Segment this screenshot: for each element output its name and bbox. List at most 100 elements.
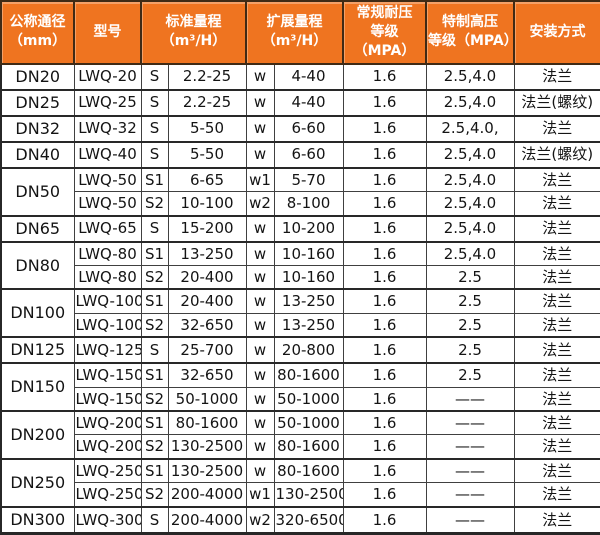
table-row: DN250 LWQ-250 S1 130-2500 w 80-1600 1.6 —— 法兰 bbox=[0, 457, 600, 508]
normal-pressure-cell: 1.6 bbox=[342, 240, 427, 266]
ext-code-cell: w bbox=[245, 140, 275, 169]
high-pressure-cell: 2.5 bbox=[425, 336, 515, 364]
std-range-cell: 20-400 bbox=[167, 288, 247, 314]
header-model: 型号 bbox=[73, 0, 142, 65]
dn-cell: DN25 bbox=[0, 88, 75, 117]
dn-cell: DN50 bbox=[0, 166, 75, 217]
dn-cell: DN300 bbox=[0, 505, 75, 534]
std-code-cell: S2 bbox=[140, 386, 169, 412]
ext-code-cell: w bbox=[245, 457, 275, 484]
table-header: 公称通径 （mm） 型号 标准量程 （m³/H） 扩展量程 （m³/H） 常规耐… bbox=[0, 0, 600, 65]
std-range-cell: 200-4000 bbox=[167, 505, 247, 534]
normal-pressure-cell: 1.6 bbox=[342, 434, 427, 460]
ext-range-cell: 130-2500 bbox=[273, 482, 344, 508]
dn-cell: DN150 bbox=[0, 362, 75, 412]
model-cell: LWQ-65 bbox=[73, 214, 142, 243]
dn-cell: DN32 bbox=[0, 114, 75, 143]
high-pressure-cell: 2.5 bbox=[425, 288, 515, 314]
model-cell: LWQ-100 bbox=[73, 288, 142, 314]
high-pressure-cell: —— bbox=[425, 410, 515, 436]
normal-pressure-cell: 1.6 bbox=[342, 312, 427, 338]
dn-cell: DN65 bbox=[0, 214, 75, 243]
ext-range-cell: 10-200 bbox=[273, 214, 344, 243]
ext-range-cell: 10-160 bbox=[273, 240, 344, 266]
table-row: LWQ-250 S2 200-4000 w1 130-2500 1.6 —— 法兰 bbox=[1, 482, 600, 508]
normal-pressure-cell: 1.6 bbox=[342, 288, 427, 314]
ext-range-cell: 10-160 bbox=[273, 264, 344, 290]
install-cell: 法兰 bbox=[513, 410, 600, 436]
std-code-cell: S1 bbox=[140, 410, 169, 436]
install-cell: 法兰 bbox=[513, 336, 600, 364]
model-cell: LWQ-20 bbox=[73, 62, 142, 91]
ext-range-cell: 6-60 bbox=[273, 140, 344, 169]
normal-pressure-cell: 1.6 bbox=[342, 264, 427, 290]
std-range-cell: 5-50 bbox=[167, 140, 247, 169]
table-row: LWQ-150 S2 50-1000 w 50-1000 1.6 —— 法兰 bbox=[1, 386, 600, 412]
dn-cell: DN125 bbox=[0, 336, 75, 364]
ext-range-cell: 5-70 bbox=[273, 166, 344, 193]
table-row: DN300 LWQ-300 S 200-4000 w2 320-6500 1.6 —— 法兰 bbox=[0, 505, 600, 534]
table-row: DN65 LWQ-65 S 15-200 w 10-200 1.6 2.5,4.0 法兰 bbox=[0, 214, 600, 243]
model-cell: LWQ-80 bbox=[73, 264, 142, 290]
model-cell: LWQ-80 bbox=[73, 240, 142, 266]
std-range-cell: 6-65 bbox=[167, 166, 247, 193]
std-range-cell: 10-100 bbox=[167, 191, 247, 217]
high-pressure-cell: 2.5,4.0 bbox=[425, 191, 515, 217]
ext-range-cell: 4-40 bbox=[273, 88, 344, 117]
ext-code-cell: w bbox=[245, 88, 275, 117]
ext-code-cell: w bbox=[245, 114, 275, 143]
install-cell: 法兰 bbox=[513, 482, 600, 508]
std-code-cell: S1 bbox=[140, 288, 169, 314]
high-pressure-cell: 2.5,4.0 bbox=[425, 88, 515, 117]
std-range-cell: 2.2-25 bbox=[167, 88, 247, 117]
std-code-cell: S1 bbox=[140, 166, 169, 193]
normal-pressure-cell: 1.6 bbox=[342, 482, 427, 508]
model-cell: LWQ-50 bbox=[73, 191, 142, 217]
std-code-cell: S2 bbox=[140, 434, 169, 460]
install-cell: 法兰 bbox=[513, 434, 600, 460]
install-cell: 法兰 bbox=[513, 264, 600, 290]
table-row: DN25 LWQ-25 S 2.2-25 w 4-40 1.6 2.5,4.0 法兰(螺纹) bbox=[0, 88, 600, 117]
model-cell: LWQ-150 bbox=[73, 386, 142, 412]
ext-range-cell: 20-800 bbox=[273, 336, 344, 364]
std-code-cell: S1 bbox=[140, 240, 169, 266]
ext-code-cell: w1 bbox=[245, 482, 275, 508]
install-cell: 法兰 bbox=[513, 312, 600, 338]
model-cell: LWQ-50 bbox=[73, 166, 142, 193]
std-code-cell: S bbox=[140, 62, 169, 91]
table-row: DN100 LWQ-100 S1 20-400 w 13-250 1.6 2.5 法兰 bbox=[0, 288, 600, 338]
model-cell: LWQ-32 bbox=[73, 114, 142, 143]
dn-cell: DN250 bbox=[0, 457, 75, 508]
ext-code-cell: w bbox=[245, 62, 275, 91]
high-pressure-cell: 2.5,4.0 bbox=[425, 166, 515, 193]
std-code-cell: S bbox=[140, 140, 169, 169]
std-code-cell: S bbox=[140, 114, 169, 143]
table-row: DN125 LWQ-125 S 25-700 w 20-800 1.6 2.5 法兰 bbox=[0, 336, 600, 364]
normal-pressure-cell: 1.6 bbox=[342, 88, 427, 117]
install-cell: 法兰 bbox=[513, 240, 600, 266]
high-pressure-cell: 2.5 bbox=[425, 264, 515, 290]
table-row: DN20 LWQ-20 S 2.2-25 w 4-40 1.6 2.5,4.0 法兰 bbox=[0, 62, 600, 91]
normal-pressure-cell: 1.6 bbox=[342, 457, 427, 484]
std-range-cell: 32-650 bbox=[167, 362, 247, 388]
ext-range-cell: 50-1000 bbox=[273, 410, 344, 436]
install-cell: 法兰 bbox=[513, 386, 600, 412]
high-pressure-cell: —— bbox=[425, 457, 515, 484]
std-code-cell: S bbox=[140, 336, 169, 364]
header-row: 公称通径 （mm） 型号 标准量程 （m³/H） 扩展量程 （m³/H） 常规耐… bbox=[0, 0, 600, 65]
ext-code-cell: w bbox=[245, 410, 275, 436]
ext-code-cell: w bbox=[245, 336, 275, 364]
ext-range-cell: 320-6500 bbox=[273, 505, 344, 534]
normal-pressure-cell: 1.6 bbox=[342, 505, 427, 534]
std-code-cell: S2 bbox=[140, 191, 169, 217]
high-pressure-cell: 2.5 bbox=[425, 362, 515, 388]
header-extended-range: 扩展量程 （m³/H） bbox=[245, 0, 344, 65]
normal-pressure-cell: 1.6 bbox=[342, 386, 427, 412]
table-row: LWQ-200 S2 130-2500 w 80-1600 1.6 —— 法兰 bbox=[1, 434, 600, 460]
high-pressure-cell: —— bbox=[425, 505, 515, 534]
ext-code-cell: w bbox=[245, 288, 275, 314]
install-cell: 法兰 bbox=[513, 457, 600, 484]
std-code-cell: S bbox=[140, 214, 169, 243]
dn-cell: DN40 bbox=[0, 140, 75, 169]
